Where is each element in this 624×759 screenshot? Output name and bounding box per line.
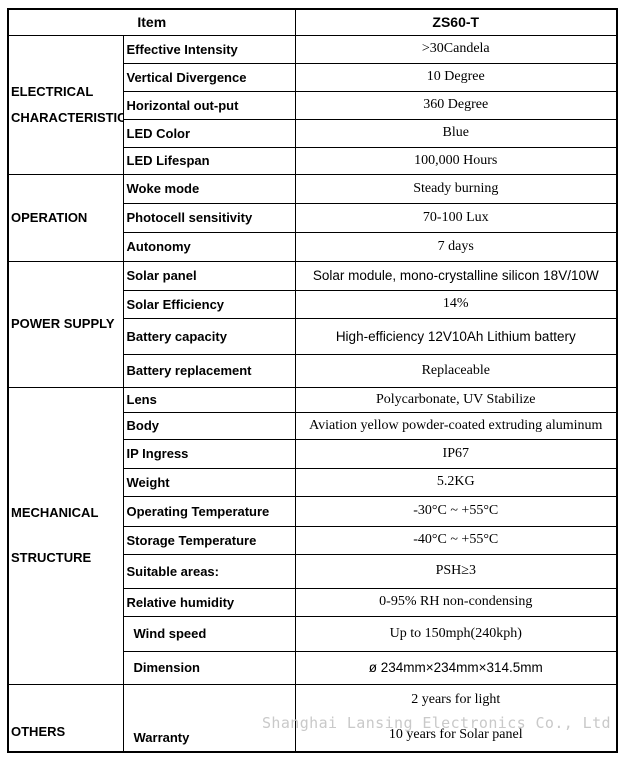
value-cell: Solar module, mono-crystalline silicon 1… (294, 260, 618, 291)
category-cell-operation: OPERATION (7, 173, 124, 262)
header-row: Item ZS60-T (7, 8, 618, 36)
item-label: Battery replacement (122, 353, 296, 388)
table-row: Photocell sensitivity 70-100 Lux (8, 202, 618, 233)
category-line: STRUCTURE (11, 550, 92, 565)
table-row: MECHANICAL STRUCTURE Lens Polycarbonate,… (7, 386, 618, 685)
item-label: Dimension (122, 650, 296, 685)
item-label: Woke mode (122, 173, 296, 204)
category-line: CHARACTERISTIC (11, 109, 123, 125)
value-cell: -30°C ~ +55°C (294, 495, 618, 527)
table-row: Storage Temperature -40°C ~ +55°C (8, 525, 618, 555)
category-cell-mechanical-structure: MECHANICAL STRUCTURE (7, 386, 124, 685)
table-row: Operating Temperature -30°C ~ +55°C (8, 495, 618, 527)
spec-table: Item ZS60-T ELECTRICAL CHARACTERISTIC Ef… (7, 8, 619, 753)
category-cell-electrical-characteristic: ELECTRICAL CHARACTERISTIC (7, 34, 124, 175)
item-label: Photocell sensitivity (122, 202, 296, 233)
item-label: Suitable areas: (122, 553, 296, 589)
value-cell: IP67 (294, 438, 618, 469)
table-row: Body Aviation yellow powder-coated extru… (8, 411, 618, 440)
item-label: Storage Temperature (122, 525, 296, 555)
table-row: Relative humidity 0-95% RH non-condensin… (8, 587, 618, 617)
value-cell: 100,000 Hours (294, 146, 618, 175)
product-column-header: ZS60-T (294, 8, 618, 36)
value-cell: High-efficiency 12V10Ah Lithium battery (294, 317, 618, 355)
value-cell: >30Candela (294, 34, 618, 64)
table-row: LED Color Blue (8, 118, 618, 148)
value-cell: PSH≥3 (294, 553, 618, 589)
table-row: Solar Efficiency 14% (8, 289, 618, 319)
table-row: OTHERS Warranty 2 years for light 10 yea… (7, 683, 618, 753)
value-cell: Polycarbonate, UV Stabilize (294, 386, 618, 413)
value-cell: 14% (294, 289, 618, 319)
item-label: Horizontal out-put (122, 90, 296, 120)
item-label: Effective Intensity (122, 34, 296, 64)
item-label: Autonomy (122, 231, 296, 262)
value-cell: 2 years for light 10 years for Solar pan… (294, 683, 618, 753)
category-line: ELECTRICAL (11, 83, 94, 99)
table-row: Autonomy 7 days (8, 231, 618, 262)
table-row: Battery capacity High-efficiency 12V10Ah… (8, 317, 618, 355)
item-label: Solar Efficiency (122, 289, 296, 319)
value-cell: Aviation yellow powder-coated extruding … (294, 411, 618, 440)
table-row: POWER SUPPLY Solar panel Solar module, m… (7, 260, 618, 388)
value-cell: 7 days (294, 231, 618, 262)
table-row: OPERATION Woke mode Steady burning (7, 173, 618, 262)
category-line: OTHERS (11, 724, 66, 739)
table-row: Horizontal out-put 360 Degree (8, 90, 618, 120)
value-cell: Replaceable (294, 353, 618, 388)
value-cell: 70-100 Lux (294, 202, 618, 233)
warranty-line-1: 2 years for light (411, 692, 501, 708)
item-label: IP Ingress (122, 438, 296, 469)
item-label: Relative humidity (122, 587, 296, 617)
category-cell-power-supply: POWER SUPPLY (7, 260, 124, 388)
value-cell: 5.2KG (294, 467, 618, 497)
item-label: Lens (122, 386, 296, 413)
table-row: Vertical Divergence 10 Degree (8, 62, 618, 92)
value-cell: Steady burning (294, 173, 618, 204)
table-row: Wind speed Up to 150mph(240kph) (8, 615, 618, 652)
value-cell: 0-95% RH non-condensing (294, 587, 618, 617)
category-line: MECHANICAL (11, 505, 99, 520)
category-line: OPERATION (11, 209, 88, 225)
item-column-header: Item (7, 8, 296, 36)
value-cell: Up to 150mph(240kph) (294, 615, 618, 652)
value-cell: Blue (294, 118, 618, 148)
item-label: Solar panel (122, 260, 296, 291)
table-row: ELECTRICAL CHARACTERISTIC Effective Inte… (7, 34, 618, 175)
table-row: Weight 5.2KG (8, 467, 618, 497)
table-row: Suitable areas: PSH≥3 (8, 553, 618, 589)
item-label: Wind speed (122, 615, 296, 652)
value-cell: 10 Degree (294, 62, 618, 92)
item-label: LED Lifespan (122, 146, 296, 175)
value-cell: 360 Degree (294, 90, 618, 120)
value-cell: ø 234mm×234mm×314.5mm (294, 650, 618, 685)
item-label: Battery capacity (122, 317, 296, 355)
item-label: Weight (122, 467, 296, 497)
item-label: Vertical Divergence (122, 62, 296, 92)
item-label: LED Color (122, 118, 296, 148)
item-label: Warranty (122, 683, 296, 753)
item-label: Operating Temperature (122, 495, 296, 527)
warranty-line-2: 10 years for Solar panel (388, 727, 523, 743)
value-cell: -40°C ~ +55°C (294, 525, 618, 555)
category-line: POWER SUPPLY (11, 316, 115, 331)
category-cell-others: OTHERS (7, 683, 124, 753)
table-row: LED Lifespan 100,000 Hours (8, 146, 618, 175)
item-label: Body (122, 411, 296, 440)
